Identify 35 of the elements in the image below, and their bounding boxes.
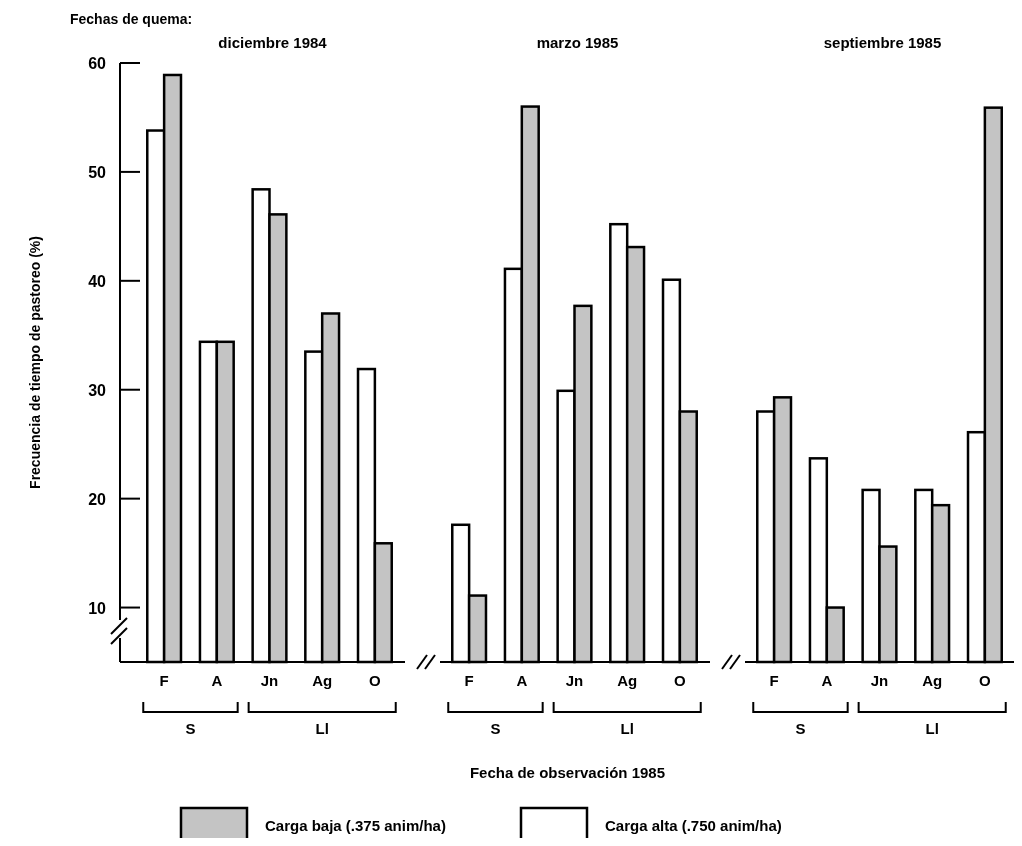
y-tick-label: 20 [88,490,107,508]
y-tick-label: 50 [88,163,107,181]
chart-title: marzo 1985 [536,34,619,51]
x-tick-label: Ag [922,672,943,689]
x-tick-label: O [369,672,382,689]
y-tick-label: 10 [88,599,107,617]
text: Ll [925,720,939,737]
x-axis-title: Fecha de observación 1985 [469,764,666,781]
x-tick-label: O [674,672,687,689]
y-tick-label: 40 [88,272,107,290]
x-tick-label: O [979,672,992,689]
x-tick-label: Jn [260,672,279,689]
text: S [185,720,196,737]
text: Ll [620,720,634,737]
chart-subtitle: Fechas de quema: [70,11,193,27]
legend-label: Carga alta (.750 anim/ha) [605,817,782,834]
legend-label: Carga baja (.375 anim/ha) [265,817,446,834]
x-tick-label: Ag [312,672,333,689]
x-tick-label: A [821,672,833,689]
chart-title: diciembre 1984 [218,34,328,51]
y-axis-title: Frecuencia de tiempo de pastoreo (%) [27,236,43,489]
x-tick-label: F [464,672,474,689]
text: S [795,720,806,737]
y-tick-label: 30 [88,381,107,399]
x-tick-label: Jn [870,672,889,689]
x-tick-label: A [516,672,528,689]
x-tick-label: F [769,672,779,689]
x-tick-label: F [159,672,169,689]
x-tick-label: A [211,672,223,689]
text: Ll [315,720,329,737]
x-tick-label: Ag [617,672,638,689]
text: S [490,720,501,737]
y-tick-label: 60 [88,55,107,72]
x-tick-label: Jn [565,672,584,689]
chart-title: septiembre 1985 [823,34,942,51]
